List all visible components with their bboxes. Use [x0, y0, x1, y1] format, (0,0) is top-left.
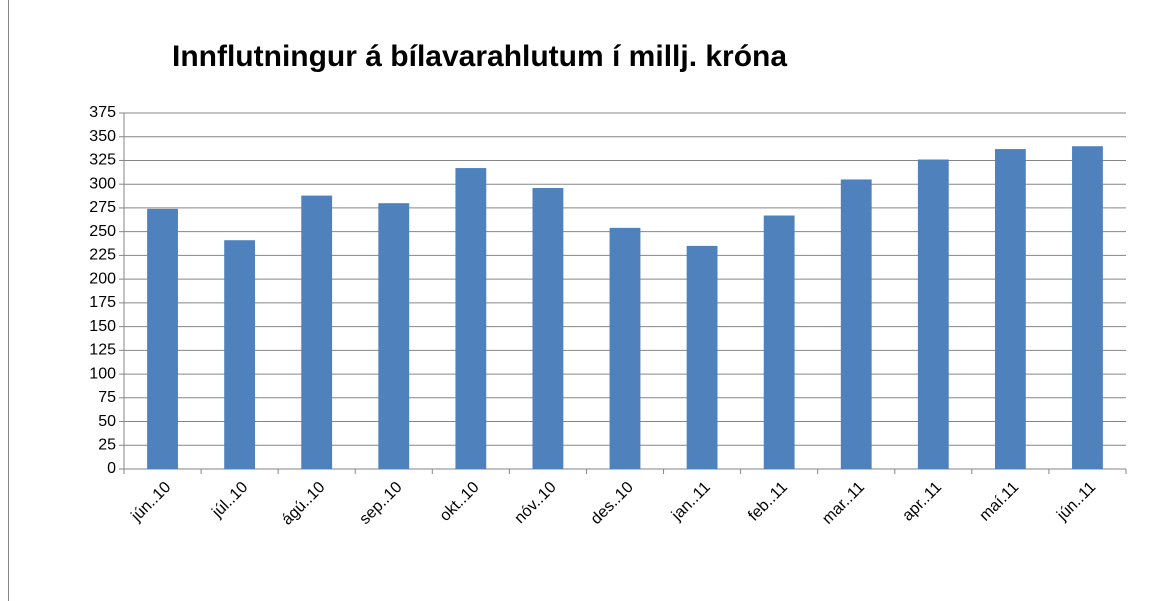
x-tick-label: ágú..10 — [279, 479, 329, 529]
bar — [224, 240, 256, 469]
y-tick-label: 25 — [98, 436, 116, 453]
x-tick-label: sep..10 — [356, 479, 405, 528]
bar — [917, 159, 949, 469]
y-tick-label: 200 — [89, 270, 116, 287]
y-tick-label: 75 — [98, 389, 116, 406]
chart-title: Innflutningur á bílavarahlutum í millj. … — [172, 40, 787, 73]
y-tick-label: 300 — [89, 175, 116, 192]
y-tick-label: 225 — [89, 247, 116, 264]
x-tick-label: maí.11 — [976, 479, 1022, 525]
y-tick-label: 150 — [89, 318, 116, 335]
y-tick-label: 250 — [89, 223, 116, 240]
x-tick-label: des..10 — [588, 479, 637, 528]
bar — [455, 168, 487, 469]
y-tick-label: 350 — [89, 128, 116, 145]
y-tick-label: 325 — [89, 152, 116, 169]
x-tick-label: okt..10 — [437, 479, 483, 525]
bar — [763, 215, 795, 469]
x-tick-label: feb..11 — [745, 479, 791, 525]
x-tick-label: júl..10 — [209, 479, 252, 522]
y-tick-label: 275 — [89, 199, 116, 216]
bar — [609, 227, 641, 469]
bar — [840, 179, 872, 469]
bar — [301, 195, 333, 470]
bar — [1072, 146, 1103, 469]
bar — [994, 149, 1026, 470]
bar — [686, 245, 718, 469]
x-tick-label: jún..11 — [1053, 479, 1099, 525]
x-tick-label: jan..11 — [668, 479, 714, 525]
x-tick-label: nóv..10 — [511, 479, 559, 527]
y-tick-label: 100 — [89, 365, 116, 382]
x-tick-label: mar..11 — [819, 479, 868, 528]
y-tick-label: 50 — [98, 413, 116, 430]
y-tick-label: 125 — [89, 342, 116, 359]
x-tick-label: apr..11 — [899, 479, 945, 525]
y-tick-label: 0 — [107, 460, 116, 477]
chart-frame — [8, 0, 9, 601]
x-tick-label: jún..10 — [128, 479, 175, 526]
y-tick-label: 175 — [89, 294, 116, 311]
y-tick-label: 375 — [89, 104, 116, 121]
bar — [147, 208, 178, 469]
bar — [532, 187, 564, 470]
bar — [378, 203, 410, 470]
